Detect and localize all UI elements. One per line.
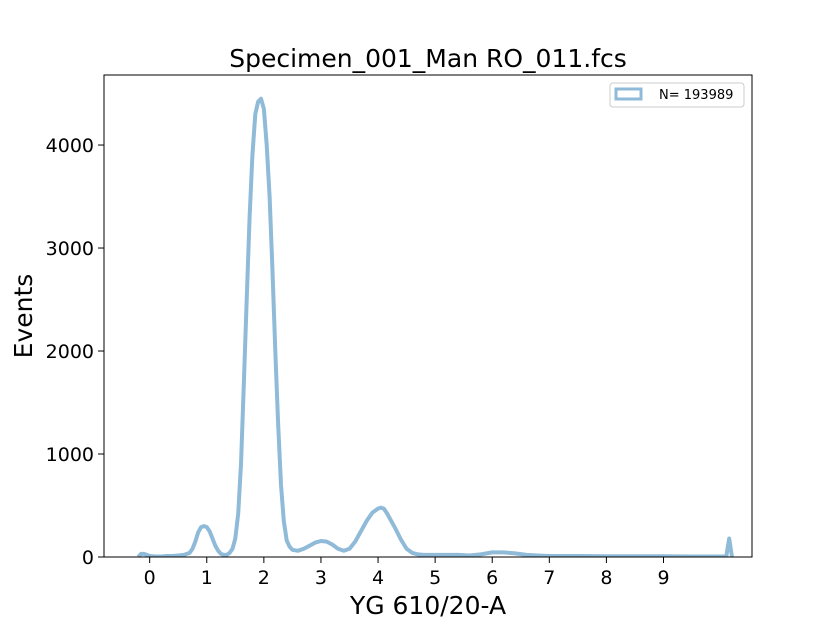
x-tick-label: 8 (600, 567, 612, 589)
y-tick-label: 0 (82, 547, 94, 569)
legend: N= 193989 (609, 82, 745, 108)
plot-area (136, 96, 734, 557)
histogram-line (136, 96, 734, 557)
y-tick-label: 1000 (46, 444, 94, 466)
x-tick-label: 1 (201, 567, 213, 589)
x-tick-label: 2 (258, 567, 270, 589)
x-axis-label: YG 610/20-A (349, 591, 506, 620)
x-tick-label: 9 (657, 567, 669, 589)
x-axis-ticks: 0 1 2 3 4 5 6 7 8 9 (144, 557, 670, 589)
legend-frame (609, 82, 745, 108)
x-tick-label: 6 (486, 567, 498, 589)
y-tick-label: 3000 (46, 238, 94, 260)
y-tick-label: 2000 (46, 341, 94, 363)
x-tick-label: 5 (429, 567, 441, 589)
chart-title: Specimen_001_Man RO_011.fcs (229, 44, 627, 73)
x-tick-label: 4 (372, 567, 384, 589)
x-tick-label: 0 (144, 567, 156, 589)
legend-label: N= 193989 (659, 88, 733, 103)
legend-swatch (614, 87, 643, 101)
y-axis-label: Events (9, 274, 38, 359)
x-tick-label: 7 (543, 567, 555, 589)
axes (103, 74, 753, 558)
x-tick-label: 3 (315, 567, 327, 589)
y-tick-label: 4000 (46, 135, 94, 157)
plot-frame (103, 74, 753, 558)
y-axis-ticks: 0 1000 2000 3000 4000 (46, 135, 104, 569)
